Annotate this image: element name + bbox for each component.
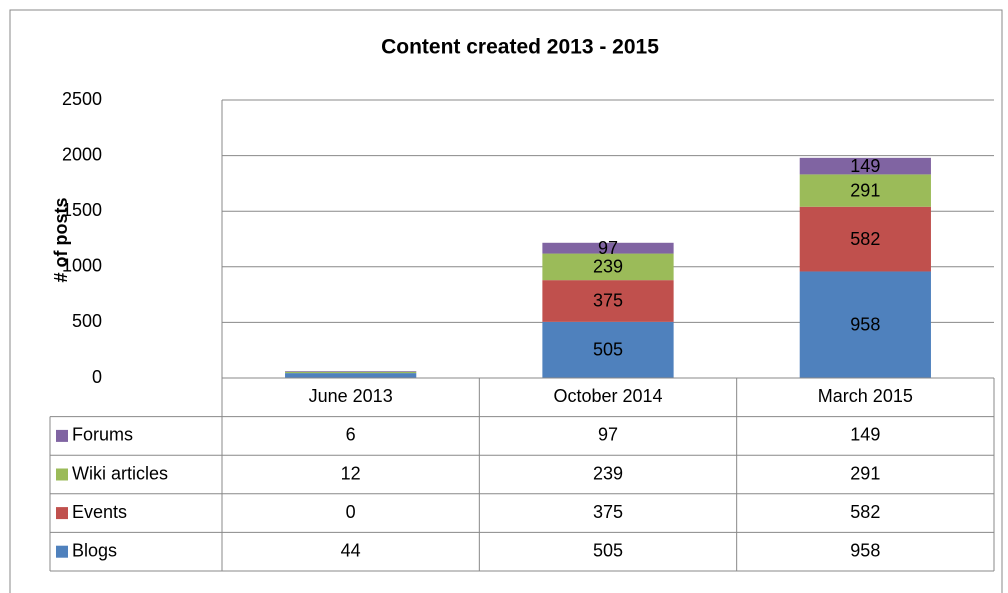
bar-segment (542, 253, 674, 281)
table-value: 44 (341, 540, 361, 560)
x-tick-label: October 2014 (553, 386, 662, 406)
bar-segment (542, 242, 674, 254)
data-label: 97 (598, 238, 618, 258)
bar-segment (285, 371, 417, 374)
y-tick-label: 500 (72, 311, 102, 331)
legend-swatch (56, 545, 68, 558)
y-tick-label: 2500 (62, 89, 102, 109)
legend-label: Forums (72, 425, 133, 445)
table-value: 239 (593, 463, 623, 483)
table-value: 375 (593, 502, 623, 522)
data-label: 582 (850, 229, 880, 249)
bar-segment (799, 271, 931, 378)
legend-label: Blogs (72, 540, 117, 560)
legend-swatch (56, 468, 68, 481)
data-label: 375 (593, 291, 623, 311)
data-label: 505 (593, 340, 623, 360)
data-label: 958 (850, 314, 880, 334)
table-value: 505 (593, 540, 623, 560)
legend-swatch (56, 507, 68, 520)
table-value: 12 (341, 463, 361, 483)
data-label: 149 (850, 156, 880, 176)
y-tick-label: 0 (92, 367, 102, 387)
chart-frame (9, 9, 1003, 593)
table-value: 0 (346, 502, 356, 522)
data-label: 291 (850, 180, 880, 200)
bar-segment (799, 206, 931, 272)
table-value: 149 (850, 425, 880, 445)
bar-segment (799, 174, 931, 207)
y-tick-label: 1000 (62, 256, 102, 276)
table-value: 291 (850, 463, 880, 483)
bar-segment (542, 321, 674, 378)
chart-title: Content created 2013 - 2015 (381, 36, 659, 59)
table-value: 958 (850, 540, 880, 560)
x-tick-label: March 2015 (818, 386, 913, 406)
y-tick-label: 2000 (62, 144, 102, 164)
bar-segment (285, 371, 417, 372)
table-value: 6 (346, 425, 356, 445)
x-tick-label: June 2013 (309, 386, 393, 406)
y-tick-label: 1500 (62, 200, 102, 220)
bar-segment (799, 157, 931, 175)
legend-label: Events (72, 502, 127, 522)
bar-segment (285, 373, 417, 378)
legend-swatch (56, 429, 68, 442)
legend-label: Wiki articles (72, 463, 168, 483)
table-value: 582 (850, 502, 880, 522)
table-value: 97 (598, 425, 618, 445)
data-label: 239 (593, 257, 623, 277)
y-axis-title: # of posts (51, 197, 71, 282)
bar-segment (542, 280, 674, 322)
